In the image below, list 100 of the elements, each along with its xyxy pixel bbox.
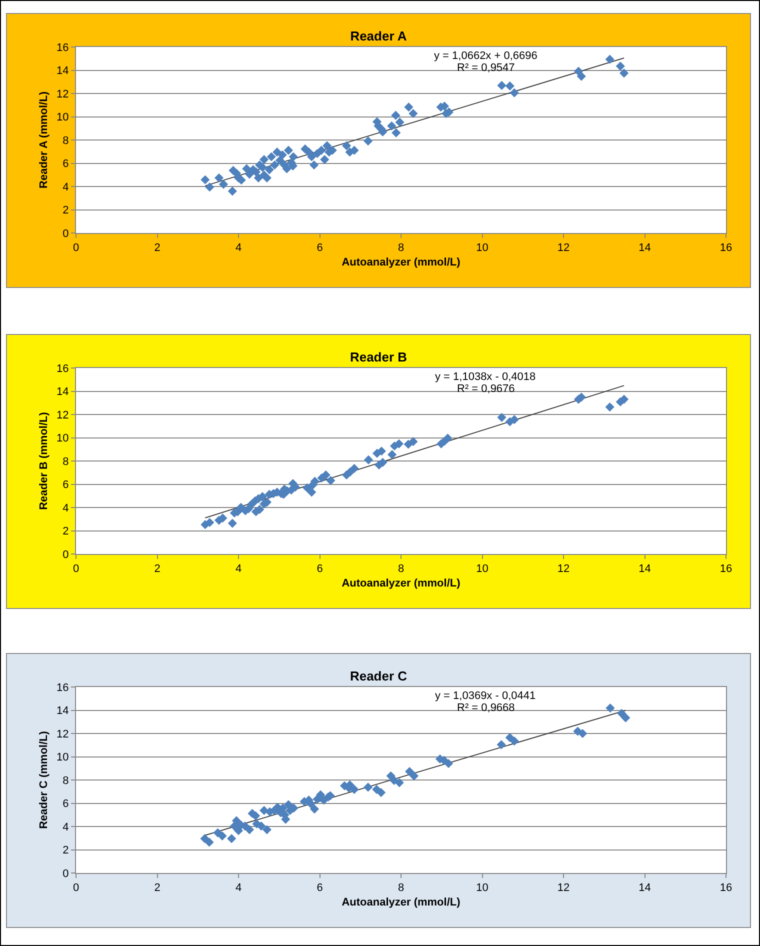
chart-title: Reader B	[350, 350, 408, 365]
x-tick-label: 2	[154, 563, 160, 576]
y-tick-label: 2	[62, 526, 69, 538]
x-tick-label: 0	[72, 563, 80, 576]
x-tick-label: 8	[398, 242, 404, 254]
point	[497, 412, 506, 422]
y-tick-label: 0	[62, 868, 69, 880]
annotation: R² = 0,9547	[457, 62, 515, 74]
point	[394, 439, 404, 448]
y-tick-label: 10	[56, 112, 69, 124]
point	[204, 838, 214, 847]
point	[307, 488, 316, 497]
point	[394, 778, 404, 788]
point	[578, 728, 588, 738]
point	[388, 450, 397, 460]
y-tick-label: 12	[56, 728, 69, 740]
point	[262, 825, 272, 834]
x-tick-label: 4	[235, 242, 242, 254]
point	[617, 708, 626, 718]
y-tick-label: 4	[62, 821, 69, 834]
y-tick-label: 8	[62, 134, 69, 147]
x-axis-title: Autoanalyzer (mmol/L)	[342, 896, 461, 908]
x-tick-label: 2	[154, 242, 160, 254]
y-tick-label: 16	[56, 42, 69, 54]
x-tick-label: 16	[720, 563, 732, 576]
x-tick-label: 12	[557, 882, 570, 894]
y-tick-label: 16	[56, 362, 69, 375]
y-tick-label: 4	[62, 181, 69, 194]
x-tick-label: 14	[638, 242, 651, 254]
chart-title: Reader C	[350, 668, 408, 684]
y-tick-label: 14	[56, 65, 69, 78]
point	[316, 790, 326, 800]
annotation: y = 1,1038x - 0,4018	[435, 371, 536, 383]
point	[404, 766, 414, 776]
point	[605, 402, 614, 412]
x-tick-label: 6	[316, 242, 323, 254]
point	[350, 464, 359, 473]
x-tick-label: 10	[476, 563, 488, 576]
point	[218, 831, 227, 840]
x-tick-label: 16	[720, 242, 732, 254]
annotation: y = 1,0662x + 0,6696	[434, 50, 538, 62]
point	[510, 736, 519, 746]
y-tick-label: 10	[56, 432, 69, 445]
point	[227, 834, 236, 844]
y-tick-label: 8	[62, 774, 69, 787]
point	[364, 455, 374, 464]
x-tick-label: 4	[235, 563, 242, 576]
annotation: R² = 0,9676	[457, 383, 515, 395]
x-tick-label: 10	[476, 882, 488, 894]
point	[232, 816, 242, 826]
point	[364, 782, 373, 792]
point	[444, 758, 454, 768]
point	[228, 518, 237, 528]
y-axis-title: Reader A (mmol/L)	[38, 91, 50, 188]
y-tick-label: 6	[62, 158, 69, 170]
x-tick-label: 16	[720, 882, 732, 894]
point	[244, 825, 254, 834]
x-tick-label: 2	[154, 882, 160, 894]
y-axis-title: Reader B (mmol/L)	[38, 412, 50, 510]
point	[443, 434, 452, 443]
point	[409, 771, 419, 780]
point	[256, 821, 266, 831]
point	[310, 804, 320, 814]
y-tick-label: 2	[62, 204, 69, 217]
y-tick-label: 2	[62, 844, 69, 857]
point	[376, 446, 386, 456]
point	[205, 518, 214, 528]
y-tick-label: 4	[62, 502, 69, 514]
x-tick-label: 8	[398, 563, 404, 576]
y-tick-label: 0	[62, 548, 69, 561]
x-tick-label: 14	[638, 563, 651, 576]
x-axis-title: Autoanalyzer (mmol/L)	[342, 256, 461, 268]
x-axis-title: Autoanalyzer (mmol/L)	[342, 577, 461, 590]
y-tick-label: 14	[56, 705, 69, 718]
x-tick-label: 6	[316, 882, 323, 894]
x-tick-label: 6	[316, 563, 323, 576]
y-tick-label: 6	[62, 798, 69, 810]
point	[619, 394, 629, 404]
x-tick-label: 4	[235, 882, 242, 894]
y-axis-title: Reader C (mmol/L)	[38, 730, 50, 829]
x-tick-label: 8	[398, 882, 404, 894]
chart-title: Reader A	[350, 28, 408, 44]
annotation: y = 1,0369x - 0,0441	[435, 690, 536, 702]
point	[496, 740, 506, 750]
y-tick-label: 8	[62, 456, 69, 468]
y-tick-label: 0	[62, 228, 69, 240]
x-tick-label: 12	[557, 563, 570, 576]
point	[408, 437, 418, 446]
point	[258, 492, 268, 502]
point	[255, 504, 264, 514]
x-tick-label: 12	[557, 242, 570, 254]
point	[606, 703, 615, 713]
x-tick-label: 0	[72, 882, 80, 894]
x-tick-label: 10	[476, 242, 488, 254]
y-tick-label: 14	[56, 386, 69, 398]
point	[376, 788, 386, 798]
point	[234, 826, 244, 836]
y-tick-label: 12	[56, 409, 69, 422]
y-tick-label: 16	[56, 682, 69, 694]
y-tick-label: 12	[56, 88, 69, 100]
